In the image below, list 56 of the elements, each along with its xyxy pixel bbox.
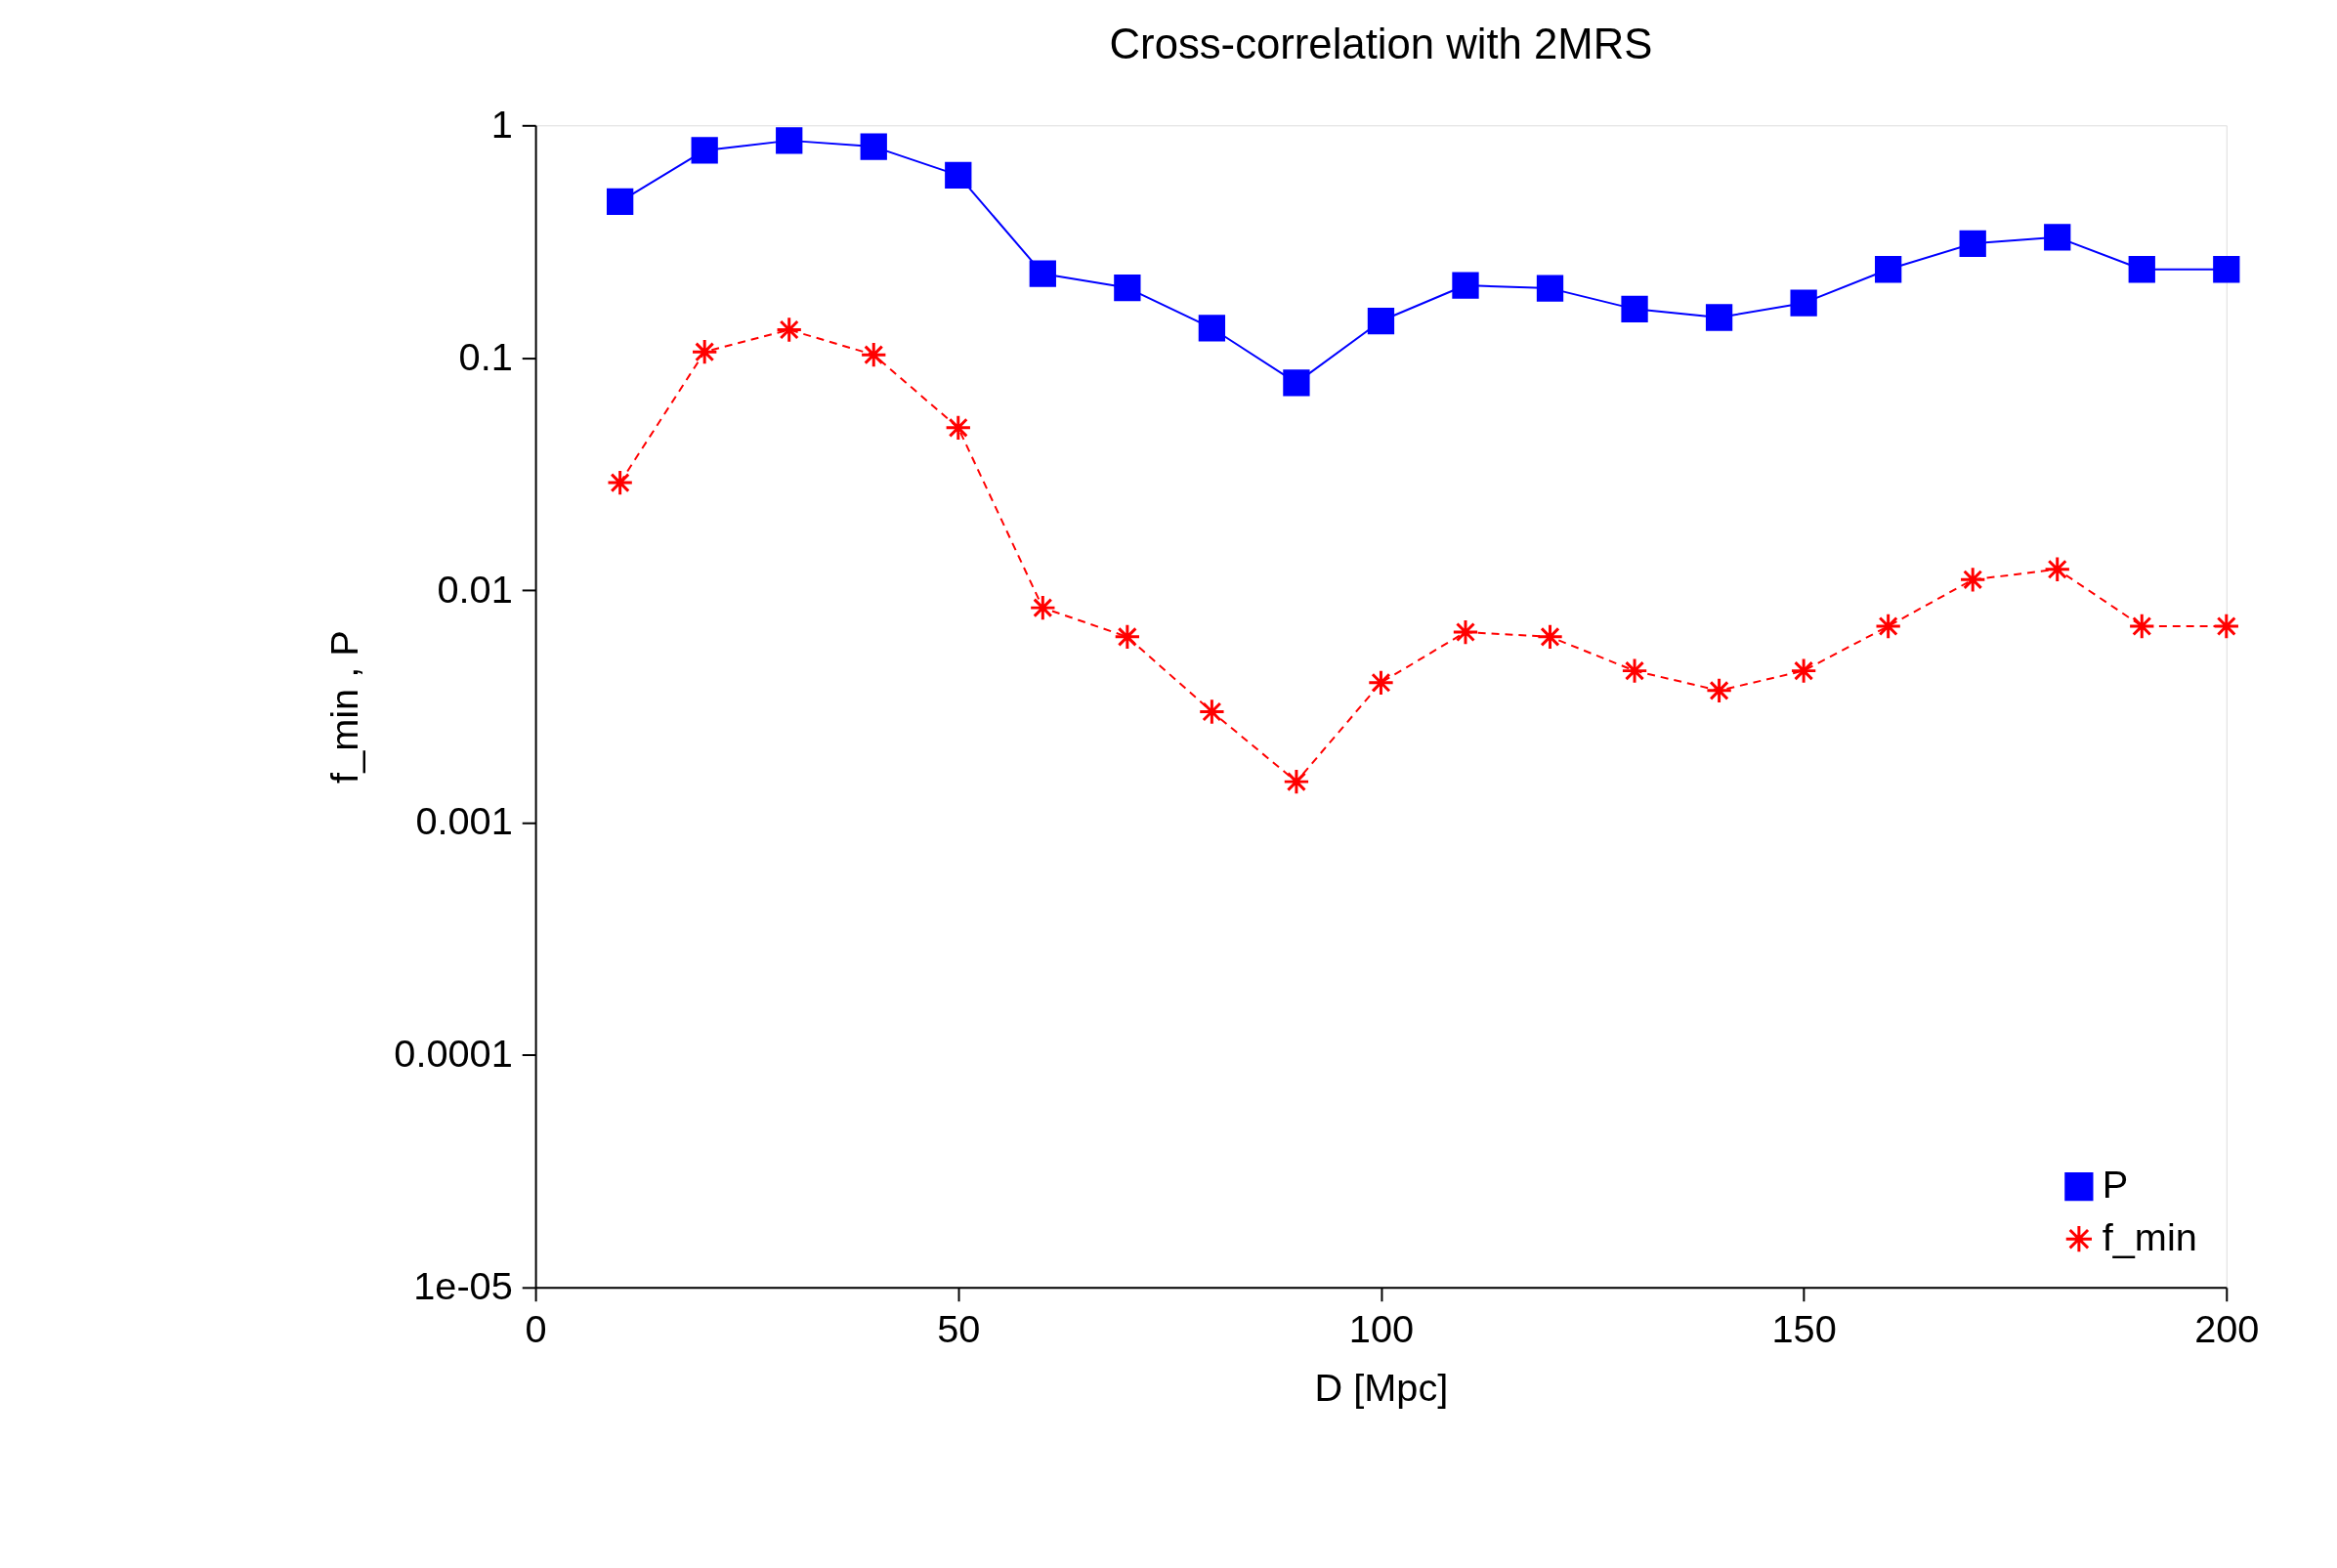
y-tick-label: 1e-05 xyxy=(413,1264,513,1308)
y-axis-title: f_min , P xyxy=(321,630,365,784)
point xyxy=(1198,315,1226,342)
point xyxy=(1536,623,1564,651)
x-tick-label: 50 xyxy=(937,1306,981,1350)
point xyxy=(1790,657,1817,685)
x-tick-label: 100 xyxy=(1348,1306,1415,1350)
point xyxy=(945,414,972,442)
point xyxy=(1198,698,1226,726)
point xyxy=(1790,289,1817,317)
point xyxy=(776,316,803,344)
point xyxy=(1536,275,1564,302)
point xyxy=(2213,613,2240,640)
point xyxy=(1029,594,1056,621)
point xyxy=(1283,369,1310,397)
point xyxy=(945,161,972,190)
point xyxy=(1621,295,1648,323)
point xyxy=(860,341,887,368)
point xyxy=(1959,230,1986,257)
point xyxy=(691,338,718,365)
x-tick-label: 0 xyxy=(525,1306,547,1350)
legend-label: P xyxy=(2102,1163,2129,1207)
y-tick-label: 1 xyxy=(490,102,513,146)
y-tick-label: 0.0001 xyxy=(394,1032,513,1076)
x-tick-label: 200 xyxy=(2194,1306,2260,1350)
legend-label: f_min xyxy=(2102,1215,2197,1259)
y-tick-label: 0.01 xyxy=(437,567,513,611)
chart-title: Cross-correlation with 2MRS xyxy=(1109,19,1653,67)
x-axis-title: D [Mpc] xyxy=(1314,1365,1449,1409)
point xyxy=(1875,256,1902,283)
point xyxy=(1452,618,1479,646)
x-tick-label: 150 xyxy=(1771,1306,1837,1350)
point xyxy=(2213,256,2240,283)
point xyxy=(2044,224,2071,251)
y-tick-label: 0.001 xyxy=(415,799,513,843)
point xyxy=(1029,260,1056,287)
point xyxy=(1367,307,1395,335)
point xyxy=(1875,613,1902,640)
point xyxy=(1367,669,1395,697)
point xyxy=(606,469,634,496)
point xyxy=(1705,304,1733,331)
point xyxy=(2128,256,2155,283)
point xyxy=(606,188,634,215)
point xyxy=(1283,768,1310,795)
point xyxy=(1621,657,1648,685)
y-tick-label: 0.1 xyxy=(458,334,513,378)
point xyxy=(2044,556,2071,583)
point xyxy=(1452,272,1479,299)
point xyxy=(691,137,718,164)
point xyxy=(1705,677,1733,704)
point xyxy=(860,133,887,160)
point xyxy=(1114,274,1141,302)
point xyxy=(2128,613,2155,640)
point xyxy=(776,127,803,154)
point xyxy=(1114,623,1141,651)
point xyxy=(1959,566,1986,593)
